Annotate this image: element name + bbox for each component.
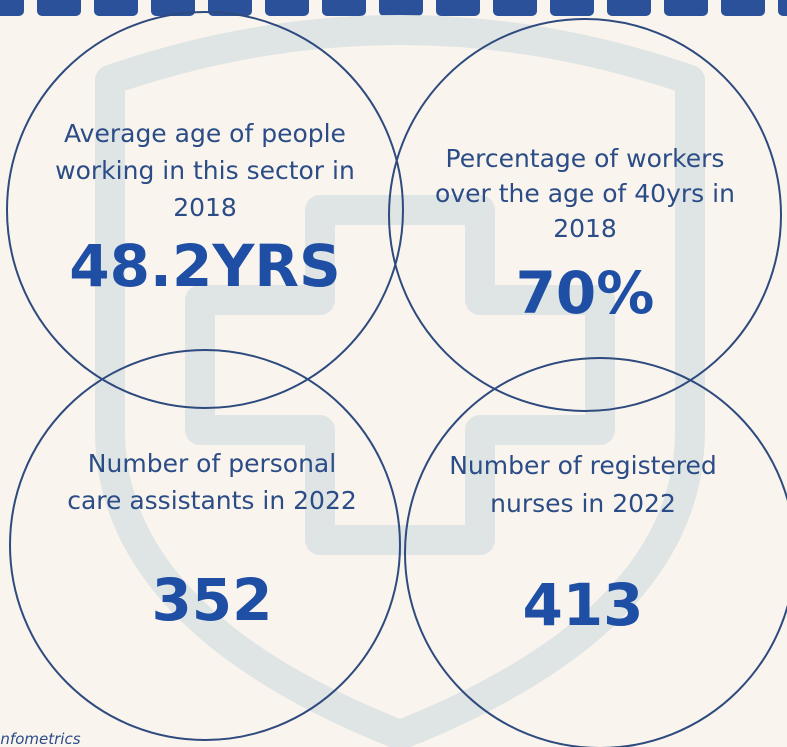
stat-label: Percentage of workers — [446, 144, 725, 173]
cross — [185, 195, 615, 555]
stat-label: nurses in 2022 — [490, 489, 676, 518]
stat-label: care assistants in 2022 — [67, 486, 357, 515]
circles — [6, 11, 787, 747]
dash — [151, 0, 195, 16]
source: Infometrics — [0, 730, 81, 747]
dash — [721, 0, 765, 16]
dash — [550, 0, 594, 16]
top-border — [0, 0, 787, 16]
stat-label: Average age of people — [64, 119, 346, 148]
stat-label: Number of registered — [449, 451, 717, 480]
stat-value: 70% — [516, 259, 655, 327]
stat-label: Number of personal — [88, 449, 336, 478]
dash — [94, 0, 138, 16]
circle — [9, 349, 401, 741]
stat-value: 48.2YRS — [69, 232, 341, 300]
dash — [664, 0, 708, 16]
circle — [6, 11, 404, 409]
dash — [0, 0, 24, 16]
dash — [493, 0, 537, 16]
circle — [388, 18, 782, 412]
stat-value: 352 — [151, 566, 272, 634]
dash — [436, 0, 480, 16]
stat-label: 2018 — [173, 193, 237, 222]
shield-watermark — [95, 15, 705, 747]
dash — [607, 0, 651, 16]
stat-value: 413 — [522, 571, 643, 639]
dash — [379, 0, 423, 16]
shield — [95, 15, 705, 747]
stat-label: over the age of 40yrs in — [435, 179, 735, 208]
dash — [322, 0, 366, 16]
stat-label: working in this sector in — [55, 156, 355, 185]
dash — [37, 0, 81, 16]
dash — [265, 0, 309, 16]
dash — [778, 0, 787, 16]
stat-label: 2018 — [553, 214, 617, 243]
circle — [404, 357, 787, 747]
